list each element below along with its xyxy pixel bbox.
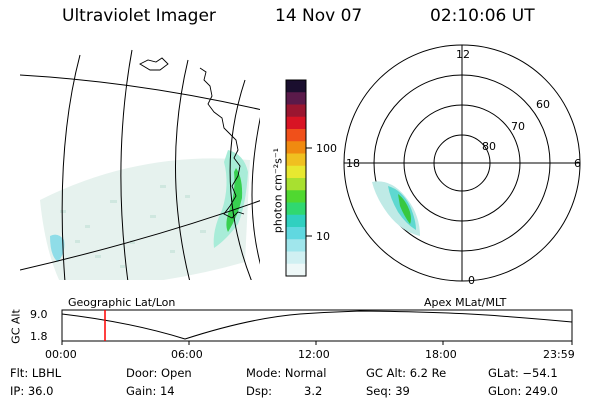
speckle (60, 185, 206, 268)
colorbar-cell (286, 92, 306, 105)
colorbar-cell (286, 153, 306, 167)
mlt-label-18: 18 (346, 157, 360, 170)
dsp-label: Dsp: (246, 384, 273, 398)
filter-field: Flt: LBHL (10, 366, 62, 380)
colorbar-cell (286, 129, 306, 142)
glon-field: GLon: 249.0 (488, 384, 558, 398)
colorbar-tick-10: 10 (316, 230, 330, 243)
altitude-curve (61, 310, 573, 340)
mlat-label-60: 60 (536, 98, 550, 111)
geographic-caption: Geographic Lat/Lon (68, 296, 176, 309)
latitude-lines (20, 74, 260, 271)
colorbar-cell (286, 239, 306, 252)
altitude-plot (61, 309, 573, 345)
colorbar-cell (286, 190, 306, 203)
alt-tick-9: 9.0 (30, 308, 48, 321)
gain-field: Gain: 14 (126, 384, 175, 398)
gc-alt-field: GC Alt: 6.2 Re (366, 366, 447, 380)
mlt-label-12: 12 (456, 48, 470, 61)
mlat-label-80: 80 (482, 140, 496, 153)
colorbar-tick-100: 100 (316, 142, 337, 155)
geographic-map (20, 49, 260, 280)
colorbar-cell (286, 165, 306, 179)
colorbar-cell (286, 116, 306, 130)
time-tick-0600: 06:00 (171, 348, 203, 361)
colorbar-cell (286, 80, 306, 93)
mode-field: Mode: Normal (246, 366, 327, 380)
time-label: 02:10:06 UT (430, 6, 535, 26)
time-tick-1200: 12:00 (298, 348, 330, 361)
colorbar-cell (286, 178, 306, 191)
date-label: 14 Nov 07 (275, 6, 363, 26)
aurora-patch-west (50, 234, 65, 262)
colorbar-cell (286, 263, 306, 277)
mlt-label-6: 6 (574, 157, 581, 170)
gc-alt-axis-label: GC Alt (9, 309, 23, 344)
polar-aurora (372, 181, 420, 236)
aurora-oval-core (226, 168, 243, 232)
apex-caption: Apex MLat/MLT (424, 296, 507, 309)
mlat-label-70: 70 (511, 120, 525, 133)
aurora-oval (213, 150, 248, 248)
instrument-title: Ultraviolet Imager (62, 6, 216, 26)
ip-field: IP: 36.0 (10, 384, 54, 398)
colorbar-unit-label: photon cm⁻²s⁻¹ (271, 147, 285, 234)
alt-tick-1_8: 1.8 (30, 330, 48, 343)
colorbar-cell (286, 141, 306, 154)
polar-plot (343, 44, 581, 282)
colorbar-cell (286, 104, 306, 118)
colorbar-cell (286, 227, 306, 240)
coastline (139, 57, 245, 219)
colorbar-cell (286, 202, 306, 216)
time-tick-2359: 23:59 (543, 348, 575, 361)
colorbar-cell (286, 214, 306, 228)
seq-field: Seq: 39 (366, 384, 410, 398)
door-field: Door: Open (126, 366, 192, 380)
colorbar (285, 79, 312, 277)
time-tick-1800: 18:00 (425, 348, 457, 361)
time-tick-0000: 00:00 (45, 348, 77, 361)
mlt-label-0: 0 (468, 274, 475, 287)
colorbar-cell (286, 251, 306, 265)
dsp-value: 3.2 (304, 384, 323, 398)
glat-field: GLat: −54.1 (488, 366, 558, 380)
image-footprint (40, 158, 250, 280)
